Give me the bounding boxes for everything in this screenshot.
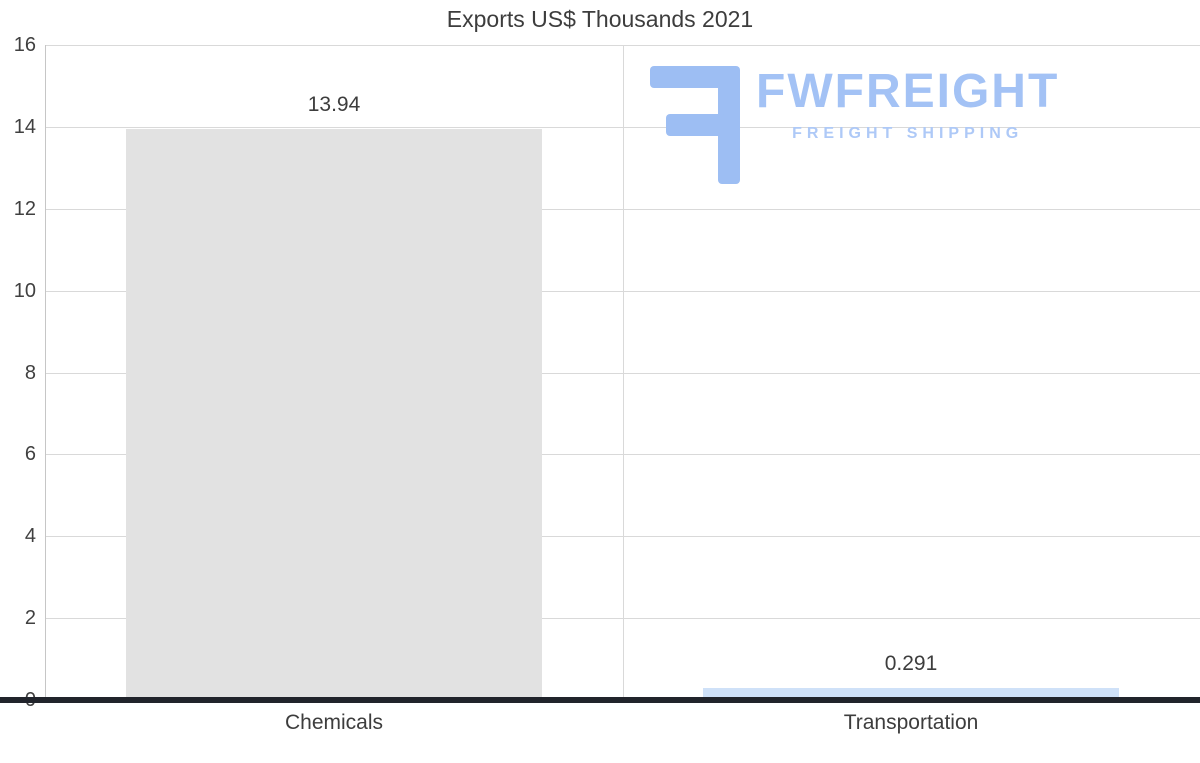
y-tick-label: 2 xyxy=(24,607,36,630)
y-tick-label: 12 xyxy=(13,197,36,220)
logo: FWFREIGHT FREIGHT SHIPPING xyxy=(648,65,1060,184)
bar-chemicals xyxy=(126,129,542,700)
bar-value-label: 0.291 xyxy=(884,652,938,676)
y-tick-label: 10 xyxy=(13,279,36,302)
logo-text: FWFREIGHT FREIGHT SHIPPING xyxy=(756,65,1060,143)
category-separator-line xyxy=(622,45,624,700)
fwfreight-logo-icon xyxy=(650,66,740,184)
logo-tagline: FREIGHT SHIPPING xyxy=(792,124,1024,142)
y-tick-label: 16 xyxy=(13,34,36,56)
category-label: Chemicals xyxy=(284,711,384,734)
y-axis-line xyxy=(45,45,46,700)
y-tick-label: 6 xyxy=(24,443,36,466)
bar-transportation xyxy=(703,688,1119,700)
y-tick-label: 14 xyxy=(13,115,36,138)
bar-value-label: 13.94 xyxy=(307,93,361,117)
x-axis-line xyxy=(0,697,1200,703)
chart-title: Exports US$ Thousands 2021 xyxy=(446,6,754,32)
logo-wordmark: FWFREIGHT xyxy=(756,65,1060,118)
y-tick-label: 4 xyxy=(24,525,36,548)
y-tick-label: 8 xyxy=(24,361,36,384)
category-label: Transportation xyxy=(843,711,979,734)
